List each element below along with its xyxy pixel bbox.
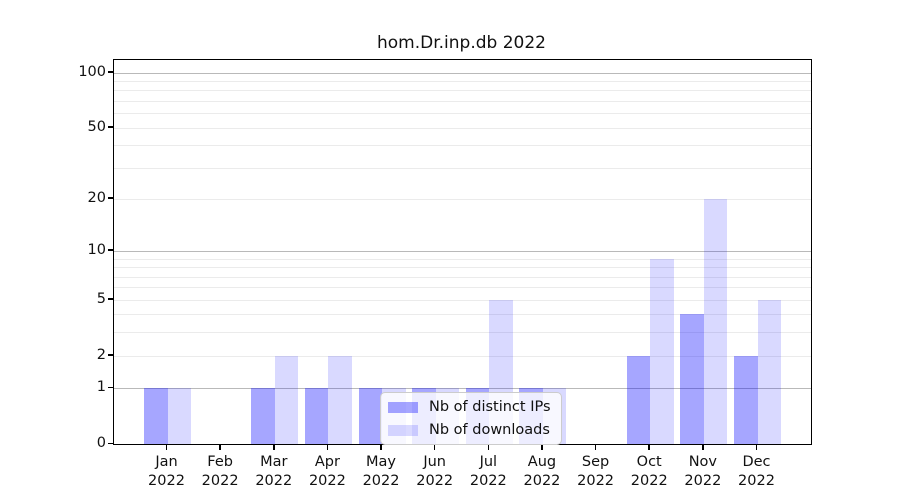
gridline-minor — [114, 276, 811, 278]
gridline-minor — [114, 355, 811, 357]
y-tick-mark — [108, 197, 113, 199]
y-tick-label: 20 — [87, 189, 106, 206]
x-tick-label: Jul 2022 — [469, 454, 507, 489]
gridline-minor — [114, 258, 811, 260]
y-tick-mark — [108, 126, 113, 128]
x-tick-label: May 2022 — [362, 454, 400, 489]
legend: Nb of distinct IPs Nb of downloads — [380, 392, 562, 445]
y-tick-mark — [108, 354, 113, 356]
y-tick-label: 50 — [87, 118, 106, 135]
y-tick-label: 10 — [87, 241, 106, 258]
gridline-major — [114, 250, 811, 252]
gridline-minor — [114, 198, 811, 200]
x-tick-mark — [273, 444, 275, 450]
gridline-minor — [114, 100, 811, 102]
x-tick-mark — [165, 444, 168, 450]
x-tick-label: Nov 2022 — [684, 454, 722, 489]
y-tick-label: 1 — [96, 379, 106, 396]
bar-downloads — [167, 388, 191, 444]
legend-label-distinct-ips: Nb of distinct IPs — [429, 399, 551, 415]
gridline-minor — [114, 127, 811, 129]
gridline-minor — [114, 332, 811, 334]
x-tick-label: Mar 2022 — [255, 454, 293, 489]
bar-downloads — [757, 299, 781, 444]
plot-area: Nb of distinct IPs Nb of downloads — [113, 59, 812, 445]
y-tick-label: 100 — [78, 63, 106, 80]
x-tick-mark — [433, 444, 436, 450]
y-tick-mark — [108, 298, 113, 300]
x-tick-mark — [594, 444, 597, 450]
legend-item-downloads: Nb of downloads — [388, 422, 551, 438]
bar-distinct-ips — [304, 388, 329, 444]
x-tick-label: Sep 2022 — [577, 454, 615, 489]
gridline-minor — [114, 90, 811, 92]
bar-downloads — [703, 198, 728, 444]
gridline-minor — [114, 314, 811, 316]
x-tick-label: Feb 2022 — [201, 454, 239, 489]
gridline-minor — [114, 287, 811, 289]
gridline-major — [114, 388, 811, 390]
gridline-minor — [114, 267, 811, 269]
y-tick-label: 0 — [96, 435, 106, 451]
y-tick-mark — [108, 442, 113, 444]
x-tick-mark — [326, 444, 329, 450]
y-tick-label: 2 — [96, 346, 106, 363]
bar-distinct-ips — [680, 314, 704, 444]
x-tick-label: Aug 2022 — [523, 454, 561, 489]
legend-swatch-distinct-ips — [388, 401, 418, 413]
x-tick-mark — [487, 444, 490, 450]
chart-title: hom.Dr.inp.db 2022 — [376, 33, 546, 53]
bar-distinct-ips — [251, 388, 275, 444]
bar-distinct-ips — [626, 355, 651, 444]
legend-swatch-downloads — [388, 424, 418, 436]
y-tick-label: 5 — [96, 290, 106, 307]
gridline-major — [114, 72, 811, 74]
x-tick-mark — [702, 444, 704, 450]
bar-distinct-ips — [734, 355, 758, 444]
x-tick-mark — [219, 444, 221, 450]
bar-downloads — [328, 355, 352, 444]
bar-distinct-ips — [144, 388, 168, 444]
legend-label-downloads: Nb of downloads — [429, 422, 550, 438]
y-tick-mark — [108, 249, 113, 251]
x-tick-mark — [541, 444, 543, 450]
gridline-minor — [114, 80, 811, 82]
x-tick-mark — [755, 444, 758, 450]
x-tick-label: Jun 2022 — [416, 454, 454, 489]
bar-downloads — [650, 258, 674, 444]
gridline-minor — [114, 167, 811, 169]
x-tick-label: Dec 2022 — [738, 454, 775, 489]
x-tick-label: Apr 2022 — [308, 454, 346, 489]
x-tick-mark — [380, 444, 382, 450]
x-tick-mark — [648, 444, 650, 450]
y-tick-mark — [108, 386, 113, 389]
bar-distinct-ips — [358, 388, 383, 444]
x-tick-label: Oct 2022 — [630, 454, 668, 489]
x-tick-label: Jan 2022 — [148, 454, 185, 489]
gridline-minor — [114, 145, 811, 147]
gridline-minor — [114, 113, 811, 115]
legend-item-distinct-ips: Nb of distinct IPs — [388, 399, 551, 415]
gridline-minor — [114, 299, 811, 301]
bar-downloads — [274, 355, 299, 444]
y-tick-mark — [108, 71, 113, 73]
